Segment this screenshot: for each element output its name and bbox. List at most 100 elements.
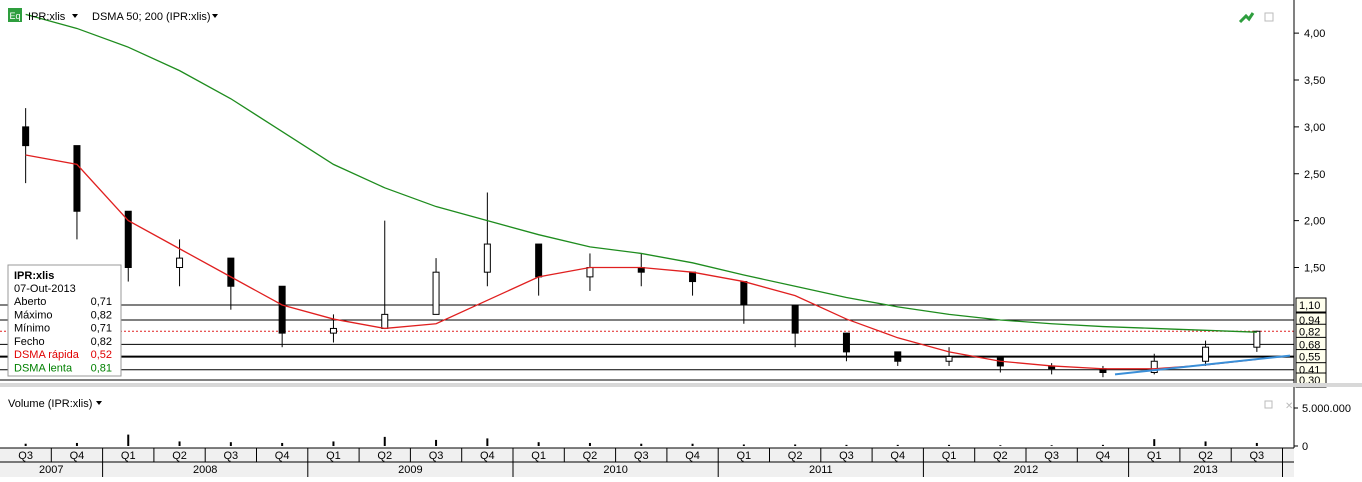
quarter-label: Q1 xyxy=(326,450,341,462)
volume-bar xyxy=(999,445,1002,446)
quarter-label: Q3 xyxy=(839,450,854,462)
candle-body xyxy=(740,281,748,306)
info-row-label: DSMA lenta xyxy=(14,363,73,375)
year-labels: 2007 2008 2009 2010 2011 2012 2013 xyxy=(39,462,1283,477)
quarter-label: Q1 xyxy=(531,450,546,462)
price-tick-label: 3,50 xyxy=(1304,75,1325,87)
price-level-label: 0,82 xyxy=(1299,326,1320,338)
quarter-label: Q2 xyxy=(583,450,598,462)
volume-bar xyxy=(1153,439,1156,446)
trend-arrow-icon[interactable] xyxy=(1238,12,1255,24)
candle-body xyxy=(73,145,81,212)
moving-averages xyxy=(25,13,1291,376)
volume-bar xyxy=(75,442,78,446)
quarter-label: Q2 xyxy=(172,450,187,462)
maximize-icon[interactable] xyxy=(1264,12,1274,22)
volume-dropdown-icon[interactable] xyxy=(96,401,102,405)
candle-body xyxy=(176,257,184,268)
info-row-label: Aberto xyxy=(14,296,46,308)
quarter-label: Q3 xyxy=(18,450,33,462)
volume-bar xyxy=(1050,445,1053,446)
volume-axis-label-high: 5.000.000 xyxy=(1302,403,1351,415)
info-row-label: DSMA rápida xyxy=(14,349,80,361)
price-level-label: 1,10 xyxy=(1299,300,1320,312)
info-row-value: 0,82 xyxy=(91,336,112,348)
volume-bar xyxy=(178,441,181,446)
quarter-label: Q1 xyxy=(942,450,957,462)
price-tick-label: 1,50 xyxy=(1304,263,1325,275)
volume-close-icon[interactable]: ✕ xyxy=(1285,401,1293,412)
candle-body xyxy=(483,243,491,273)
candle-body xyxy=(432,271,440,315)
year-label: 2011 xyxy=(809,464,833,476)
quarter-label: Q3 xyxy=(1250,450,1265,462)
price-level-labels: 1,100,940,820,680,550,410,30 xyxy=(1295,297,1327,388)
year-label: 2012 xyxy=(1014,464,1038,476)
trend-line[interactable] xyxy=(1114,354,1291,376)
quarter-label: Q1 xyxy=(121,450,136,462)
candle-body xyxy=(894,351,902,362)
volume-bar xyxy=(486,438,489,446)
quarter-label: Q2 xyxy=(377,450,392,462)
quarter-label: Q2 xyxy=(993,450,1008,462)
info-box: IPR:xlis 07-Out-2013 Aberto 0,71 Máximo 0,8… xyxy=(7,264,122,377)
pane-divider[interactable] xyxy=(0,383,1362,387)
candle-body xyxy=(1202,346,1210,362)
year-label: 2010 xyxy=(603,464,627,476)
symbol-dropdown-icon[interactable] xyxy=(72,14,78,18)
volume-bar xyxy=(742,444,745,446)
quarter-label: Q1 xyxy=(737,450,752,462)
price-level-label: 0,55 xyxy=(1299,352,1320,364)
volume-bar xyxy=(537,442,540,446)
volume-bar xyxy=(229,442,232,446)
indicator-dropdown-icon[interactable] xyxy=(212,14,218,18)
candle-body xyxy=(689,271,697,283)
volume-panel-title[interactable]: Volume (IPR:xlis) xyxy=(8,398,92,410)
quarter-label: Q4 xyxy=(890,450,905,462)
quarter-label: Q4 xyxy=(275,450,290,462)
volume-bar xyxy=(691,443,694,446)
fast-ma-line xyxy=(25,154,1257,370)
quarter-label: Q3 xyxy=(1044,450,1059,462)
info-box-date: 07-Out-2013 xyxy=(14,283,76,295)
info-box-frame xyxy=(7,264,122,377)
quarter-labels: Q3 Q4 Q1 Q2 Q3 Q4 Q1 Q2 Q3 Q4 Q1 Q2 Q3 Q4 Q1 Q2 Q3 Q4 Q1 Q2… xyxy=(18,448,1283,462)
info-box-rows: Aberto 0,71 Máximo 0,82 Mínimo 0,71 Fecho 0,82 D… xyxy=(14,296,112,375)
quarter-label: Q1 xyxy=(1147,450,1162,462)
candle-body xyxy=(586,267,594,278)
volume-bar xyxy=(24,443,27,446)
indicator-label[interactable]: DSMA 50; 200 (IPR:xlis) xyxy=(92,11,211,23)
info-row-value: 0,71 xyxy=(91,323,112,335)
year-label: 2007 xyxy=(39,464,63,476)
price-level-box xyxy=(1295,297,1327,313)
candle-body xyxy=(278,285,286,334)
volume-bar xyxy=(281,442,284,446)
volume-bar xyxy=(896,444,899,446)
candle-body xyxy=(1150,360,1158,373)
year-label: 2008 xyxy=(193,464,217,476)
candle-body xyxy=(381,313,389,329)
volume-bar xyxy=(1204,441,1207,446)
volume-bar xyxy=(845,444,848,446)
equity-badge xyxy=(8,8,22,22)
equity-badge-label: Eq xyxy=(9,11,20,21)
volume-maximize-icon[interactable] xyxy=(1264,400,1273,409)
info-row-value: 0,52 xyxy=(91,349,112,361)
volume-bar xyxy=(1101,444,1104,446)
candle-body xyxy=(329,327,337,334)
quarter-label: Q3 xyxy=(429,450,444,462)
quarter-label: Q4 xyxy=(685,450,700,462)
info-row-value: 0,81 xyxy=(91,363,112,375)
year-label: 2009 xyxy=(398,464,422,476)
candle-body xyxy=(535,243,543,278)
volume-bar xyxy=(588,442,591,446)
quarter-label: Q3 xyxy=(224,450,239,462)
symbol-label[interactable]: IPR:xlis xyxy=(28,11,66,23)
price-tick-label: 4,00 xyxy=(1304,28,1325,40)
volume-bar xyxy=(383,436,386,446)
quarter-label: Q2 xyxy=(788,450,803,462)
volume-bar xyxy=(1255,442,1258,446)
